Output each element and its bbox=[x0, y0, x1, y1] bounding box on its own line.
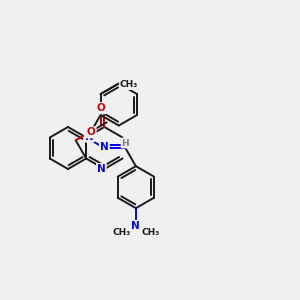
Text: N: N bbox=[97, 164, 106, 174]
Text: N: N bbox=[85, 131, 94, 142]
Text: H: H bbox=[122, 139, 129, 148]
Text: CH₃: CH₃ bbox=[120, 80, 138, 89]
Text: O: O bbox=[87, 128, 95, 137]
Text: O: O bbox=[97, 103, 106, 113]
Text: CH₃: CH₃ bbox=[141, 228, 160, 237]
Text: N: N bbox=[100, 142, 109, 152]
Text: N: N bbox=[131, 221, 140, 231]
Text: CH₃: CH₃ bbox=[112, 228, 130, 237]
